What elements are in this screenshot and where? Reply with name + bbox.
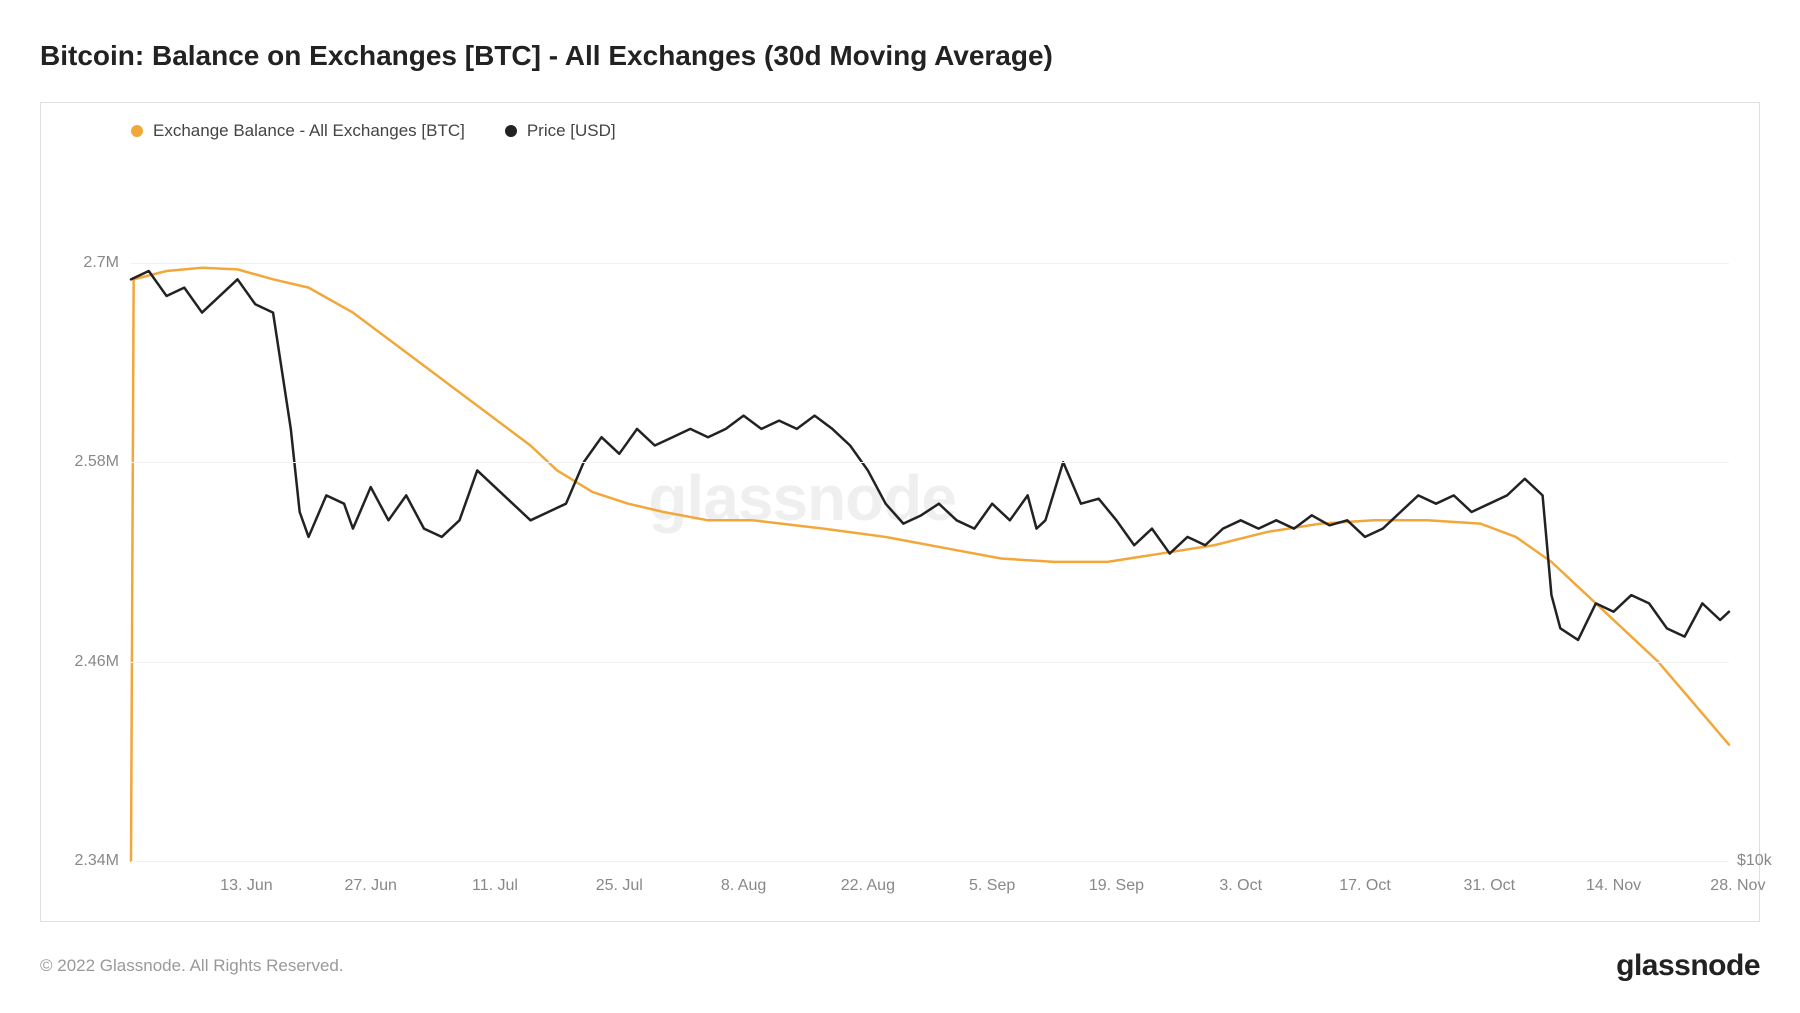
legend-item-balance[interactable]: Exchange Balance - All Exchanges [BTC] (131, 121, 465, 141)
legend-dot-icon (131, 125, 143, 137)
x-axis-tick-label: 27. Jun (344, 877, 396, 895)
chart-series-line (131, 268, 1729, 861)
x-axis-tick-label: 14. Nov (1586, 877, 1641, 895)
footer: © 2022 Glassnode. All Rights Reserved. g… (40, 949, 1760, 983)
x-axis-tick-label: 19. Sep (1089, 877, 1144, 895)
x-axis-tick-label: 31. Oct (1464, 877, 1516, 895)
x-axis-tick-label: 22. Aug (841, 877, 895, 895)
x-axis-tick-label: 13. Jun (220, 877, 272, 895)
grid-line (131, 263, 1729, 264)
grid-line (131, 662, 1729, 663)
copyright-text: © 2022 Glassnode. All Rights Reserved. (40, 956, 344, 976)
brand-logo: glassnode (1616, 949, 1760, 983)
grid-line (131, 861, 1729, 862)
x-axis-tick-label: 28. Nov (1710, 877, 1765, 895)
legend-label: Price [USD] (527, 121, 616, 141)
chart-frame: Exchange Balance - All Exchanges [BTC] P… (40, 102, 1760, 922)
x-axis-tick-label: 3. Oct (1219, 877, 1262, 895)
x-axis-tick-label: 25. Jul (596, 877, 643, 895)
y-axis-tick-label: 2.34M (59, 852, 119, 870)
legend-dot-icon (505, 125, 517, 137)
y-axis-tick-label: 2.46M (59, 653, 119, 671)
plot-area: glassnode (131, 163, 1729, 861)
x-axis-tick-label: 17. Oct (1339, 877, 1391, 895)
chart-svg (131, 163, 1729, 861)
chart-title: Bitcoin: Balance on Exchanges [BTC] - Al… (40, 40, 1760, 72)
grid-line (131, 462, 1729, 463)
x-axis-tick-label: 11. Jul (472, 877, 518, 895)
legend-label: Exchange Balance - All Exchanges [BTC] (153, 121, 465, 141)
x-axis-tick-label: 5. Sep (969, 877, 1015, 895)
x-axis-tick-label: 8. Aug (721, 877, 766, 895)
y-axis-tick-label: 2.58M (59, 453, 119, 471)
legend-item-price[interactable]: Price [USD] (505, 121, 616, 141)
chart-legend: Exchange Balance - All Exchanges [BTC] P… (131, 121, 616, 141)
y-axis-tick-label: 2.7M (59, 254, 119, 272)
y-axis-right-label: $10k (1737, 852, 1772, 870)
